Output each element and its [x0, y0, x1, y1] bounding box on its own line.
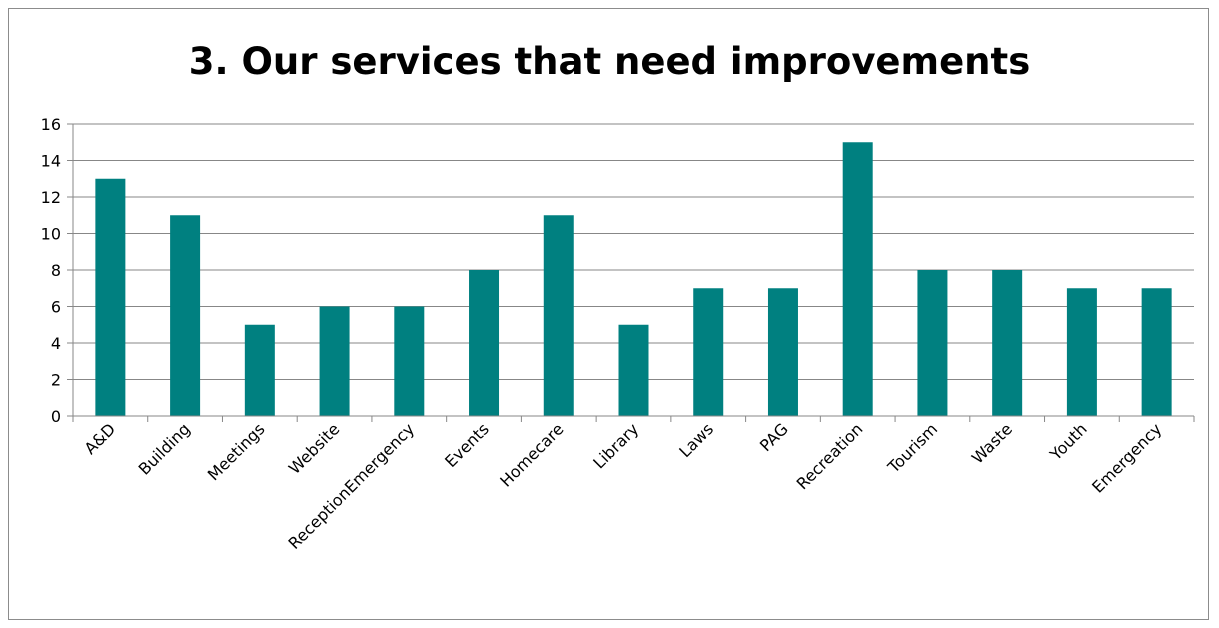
bar-2	[244, 324, 275, 416]
x-tick-label: ReceptionEmergency	[285, 419, 419, 553]
bar-11	[917, 270, 948, 416]
x-tick-label: Homecare	[496, 419, 567, 490]
x-tick-labels: A&D Building Meetings WebsiteReceptionEmerg…	[80, 419, 1165, 553]
bar-13	[1066, 288, 1097, 416]
bar-0	[95, 178, 126, 416]
bar-1	[170, 215, 201, 416]
x-tick-label: Events	[441, 419, 493, 471]
y-tick-labels: 0 2 4 6 8 10 12 14 16	[41, 115, 61, 426]
x-tick-label: Library	[589, 419, 642, 472]
x-tick-label: Emergency	[1088, 419, 1165, 496]
x-tick-label: Tourism	[883, 419, 941, 477]
bar-14	[1141, 288, 1172, 416]
bar-4	[394, 306, 425, 416]
bar-3	[319, 306, 350, 416]
bars	[95, 142, 1172, 416]
x-tick-label: Meetings	[204, 419, 269, 484]
axes	[67, 123, 1195, 422]
bar-7	[618, 324, 649, 416]
bar-8	[693, 288, 724, 416]
y-tick-label: 0	[51, 407, 61, 426]
y-tick-label: 10	[41, 225, 61, 244]
y-tick-label: 2	[51, 371, 61, 390]
y-tick-label: 4	[51, 334, 61, 353]
x-tick-label: A&D	[80, 419, 119, 458]
x-tick-label: Building	[135, 419, 194, 478]
y-tick-label: 6	[51, 298, 61, 317]
x-tick-label: Recreation	[793, 419, 867, 493]
chart-title: 3. Our services that need improvements	[188, 40, 1031, 83]
bar-12	[992, 270, 1023, 416]
y-tick-label: 14	[41, 152, 61, 171]
y-tick-label: 12	[41, 188, 61, 207]
x-tick-label: Waste	[968, 419, 1016, 467]
bar-5	[469, 270, 500, 416]
x-tick-label: Youth	[1045, 419, 1090, 464]
y-tick-label: 16	[41, 115, 61, 134]
x-tick-label: Laws	[675, 419, 717, 461]
x-tick-label: PAG	[756, 419, 792, 455]
x-tick-label: Website	[285, 419, 344, 478]
bar-9	[767, 288, 798, 416]
bar-10	[842, 142, 873, 416]
bar-6	[543, 215, 574, 416]
y-tick-label: 8	[51, 261, 61, 280]
